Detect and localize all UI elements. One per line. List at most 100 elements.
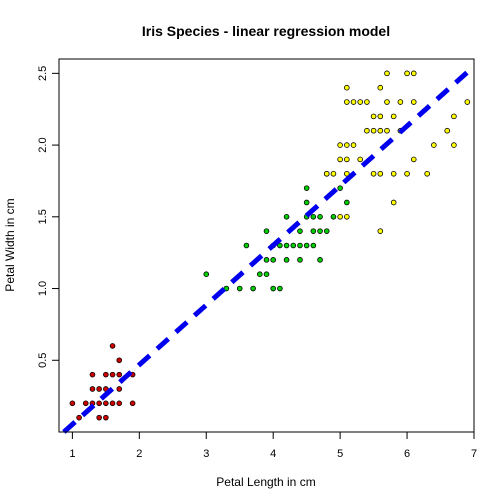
data-point (390, 170, 397, 177)
data-point (317, 228, 323, 234)
data-point (270, 285, 276, 292)
data-point (337, 156, 343, 163)
data-point (103, 414, 109, 421)
data-point (337, 214, 343, 220)
y-tick-label: 2.0 (37, 137, 49, 152)
data-point (384, 127, 390, 134)
x-tick-label: 7 (471, 448, 477, 460)
points-layer (69, 70, 471, 421)
data-point (303, 242, 310, 249)
data-point (377, 127, 384, 134)
y-axis: 0.5 1.0 1.5 2.0 2.5 (37, 66, 60, 368)
data-point (424, 170, 430, 177)
data-point (310, 214, 317, 220)
data-point (344, 199, 350, 206)
y-tick-label: 1.0 (37, 281, 49, 296)
data-point (303, 199, 310, 206)
data-point (89, 371, 96, 378)
data-point (390, 199, 397, 206)
data-point (370, 113, 377, 120)
data-point (431, 142, 437, 148)
data-point (464, 99, 471, 105)
data-point (303, 185, 310, 191)
data-point (390, 113, 397, 120)
data-point (377, 84, 384, 91)
plot-area (58, 58, 476, 434)
data-point (344, 214, 350, 220)
data-point (330, 214, 337, 220)
data-point (263, 271, 270, 277)
data-point (263, 257, 270, 263)
x-tick-label: 1 (69, 448, 75, 460)
data-point (384, 99, 390, 105)
data-point (297, 228, 303, 234)
data-point (109, 400, 116, 407)
data-point (370, 170, 377, 177)
data-point (109, 343, 116, 349)
data-point (89, 386, 96, 392)
data-point (103, 371, 109, 378)
data-point (337, 185, 343, 191)
x-tick-label: 6 (404, 448, 410, 460)
data-point (283, 214, 290, 220)
data-point (377, 228, 384, 234)
data-point (444, 127, 451, 134)
data-point (82, 400, 89, 407)
data-point (344, 170, 350, 177)
data-point (357, 156, 364, 163)
data-point (236, 285, 243, 292)
x-tick-label: 2 (136, 448, 142, 460)
data-point (116, 371, 123, 378)
data-point (364, 99, 370, 105)
data-point (310, 228, 317, 234)
data-point (116, 357, 123, 364)
data-point (283, 242, 290, 249)
data-point (323, 228, 330, 234)
data-point (344, 156, 350, 163)
y-axis-label: Petal Width in cm (3, 198, 17, 291)
x-axis-label: Petal Length in cm (216, 475, 315, 489)
data-point (350, 142, 357, 148)
data-point (317, 214, 323, 220)
y-tick-label: 2.5 (37, 66, 49, 81)
data-point (410, 99, 417, 105)
data-point (404, 70, 410, 77)
x-tick-label: 5 (337, 448, 343, 460)
data-point (290, 242, 297, 249)
x-tick-label: 4 (270, 448, 276, 460)
data-point (283, 257, 290, 263)
y-tick-label: 1.5 (37, 209, 49, 224)
data-point (344, 84, 350, 91)
data-point (250, 285, 256, 292)
data-point (96, 386, 102, 392)
data-point (129, 400, 136, 407)
data-point (103, 400, 109, 407)
data-point (410, 70, 417, 77)
data-point (203, 271, 210, 277)
data-point (344, 142, 350, 148)
data-point (350, 99, 357, 105)
data-point (277, 285, 283, 292)
regression-line (62, 64, 476, 434)
data-point (297, 257, 303, 263)
data-point (116, 400, 123, 407)
data-point (357, 99, 364, 105)
data-point (344, 99, 350, 105)
data-point (69, 400, 76, 407)
data-point (109, 371, 116, 378)
data-point (364, 127, 370, 134)
data-point (96, 400, 102, 407)
data-point (397, 99, 404, 105)
data-point (76, 414, 82, 421)
data-point (404, 170, 410, 177)
data-point (263, 228, 270, 234)
data-point (377, 113, 384, 120)
data-point (257, 271, 263, 277)
data-point (297, 242, 303, 249)
data-point (270, 257, 276, 263)
data-point (116, 386, 123, 392)
data-point (410, 156, 417, 163)
x-tick-label: 3 (203, 448, 209, 460)
data-point (451, 113, 457, 120)
